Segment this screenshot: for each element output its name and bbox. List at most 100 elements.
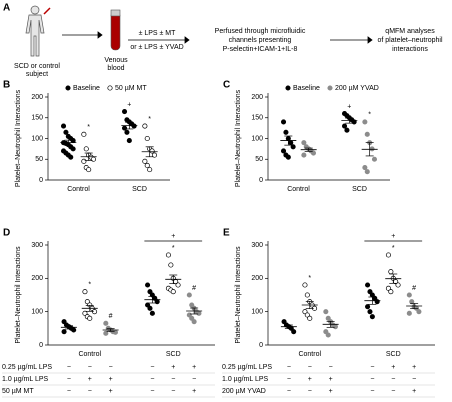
y-tick-label: 200 (251, 275, 263, 282)
data-point (302, 309, 308, 315)
data-point (395, 282, 401, 288)
x-tick-label: Control (78, 351, 101, 358)
panel-label: E (223, 228, 230, 239)
y-axis-label: Platelet–Neutrophil Interactions (235, 89, 242, 187)
table-cell: − (88, 364, 92, 371)
treatment-label: or ± LPS ± YVAD (130, 44, 183, 51)
data-point (362, 165, 368, 171)
data-point (189, 302, 195, 308)
data-point (191, 319, 197, 325)
table-cell: + (329, 388, 333, 395)
data-point (416, 309, 422, 315)
table-cell: − (370, 364, 374, 371)
data-point (68, 154, 74, 160)
y-tick-label: 200 (31, 94, 43, 101)
table-cell: + (109, 388, 113, 395)
y-axis-label: Platelet–Neutrophil Interactions (15, 246, 22, 344)
legend-label: 200 µM YVAD (335, 85, 379, 92)
table-cell: − (391, 388, 395, 395)
table-cell: − (67, 388, 71, 395)
data-point (304, 292, 310, 298)
blood-tube (110, 11, 121, 51)
data-point (371, 156, 378, 162)
data-point (82, 310, 88, 316)
x-tick-label: Control (287, 186, 310, 193)
table-cell: − (329, 364, 333, 371)
data-point (374, 299, 380, 305)
data-point (367, 309, 373, 315)
data-point (131, 123, 137, 129)
data-point (121, 125, 128, 131)
annotation: * (392, 245, 395, 252)
legend-label: 50 µM MT (115, 85, 147, 92)
table-cell: − (391, 376, 395, 383)
table-cell: − (109, 364, 113, 371)
table-cell: − (171, 388, 175, 395)
data-point (147, 167, 153, 173)
x-tick-label: SCD (132, 186, 147, 193)
data-point (83, 146, 89, 152)
data-point (341, 123, 348, 129)
data-point (151, 152, 158, 158)
data-point (344, 127, 350, 133)
blood-label: Venous (104, 57, 128, 64)
data-point (71, 327, 77, 333)
table-cell: − (370, 388, 374, 395)
table-cell: + (329, 376, 333, 383)
perfusion-label: P-selectin+ICAM-1+IL-8 (223, 46, 298, 53)
data-point (124, 129, 130, 135)
panel-label: C (223, 80, 230, 91)
y-tick-label: 100 (31, 309, 43, 316)
annotation: * (88, 282, 91, 289)
annotation: * (148, 116, 151, 123)
analysis-label: of platelet–neutrophil (378, 37, 443, 44)
data-point (301, 140, 307, 146)
y-tick-label: 150 (251, 115, 263, 122)
analysis-label: qMFM analyses (385, 28, 435, 35)
y-tick-label: 200 (251, 94, 263, 101)
data-point (63, 129, 69, 135)
data-point (332, 324, 338, 330)
data-point (121, 108, 128, 115)
data-point (364, 131, 370, 137)
data-point (288, 140, 294, 146)
data-point (365, 282, 371, 288)
y-tick-label: 50 (35, 156, 43, 163)
y-tick-label: 50 (255, 156, 263, 163)
y-tick-label: 150 (31, 115, 43, 122)
panel-label: D (3, 228, 10, 239)
data-point (280, 119, 287, 125)
y-tick-label: 100 (251, 309, 263, 316)
perfusion-label: channels presenting (229, 37, 292, 44)
panel-label: B (3, 80, 10, 91)
data-point (165, 252, 172, 258)
treatment-label: ± LPS ± MT (139, 30, 177, 37)
tube-cap (110, 9, 121, 17)
y-tick-label: 300 (251, 242, 263, 249)
annotation: + (391, 233, 395, 240)
annotation: # (192, 285, 196, 292)
data-point (145, 302, 151, 308)
person-icon (25, 5, 45, 57)
data-point (61, 319, 67, 325)
data-point (325, 332, 331, 338)
table-cell: − (67, 364, 71, 371)
data-point (149, 148, 155, 154)
table-cell: − (150, 388, 154, 395)
data-point (70, 138, 76, 144)
table-cell: − (287, 364, 291, 371)
table-cell: + (391, 364, 395, 371)
data-point (142, 123, 148, 129)
annotation: # (412, 285, 416, 292)
table-cell: − (67, 376, 71, 383)
analysis-label: interactions (392, 46, 428, 53)
y-axis-label: Platelet–Neutrophil Interactions (15, 89, 22, 187)
table-row-label: 1.0 µg/mL LPS (222, 376, 269, 383)
data-point (280, 148, 287, 154)
data-point (325, 315, 331, 321)
data-point (103, 320, 109, 326)
table-cell: − (287, 376, 291, 383)
subject-label: SCD or control (14, 63, 60, 70)
table-row-label: 0.25 µg/mL LPS (2, 364, 52, 371)
table-cell: − (370, 376, 374, 383)
